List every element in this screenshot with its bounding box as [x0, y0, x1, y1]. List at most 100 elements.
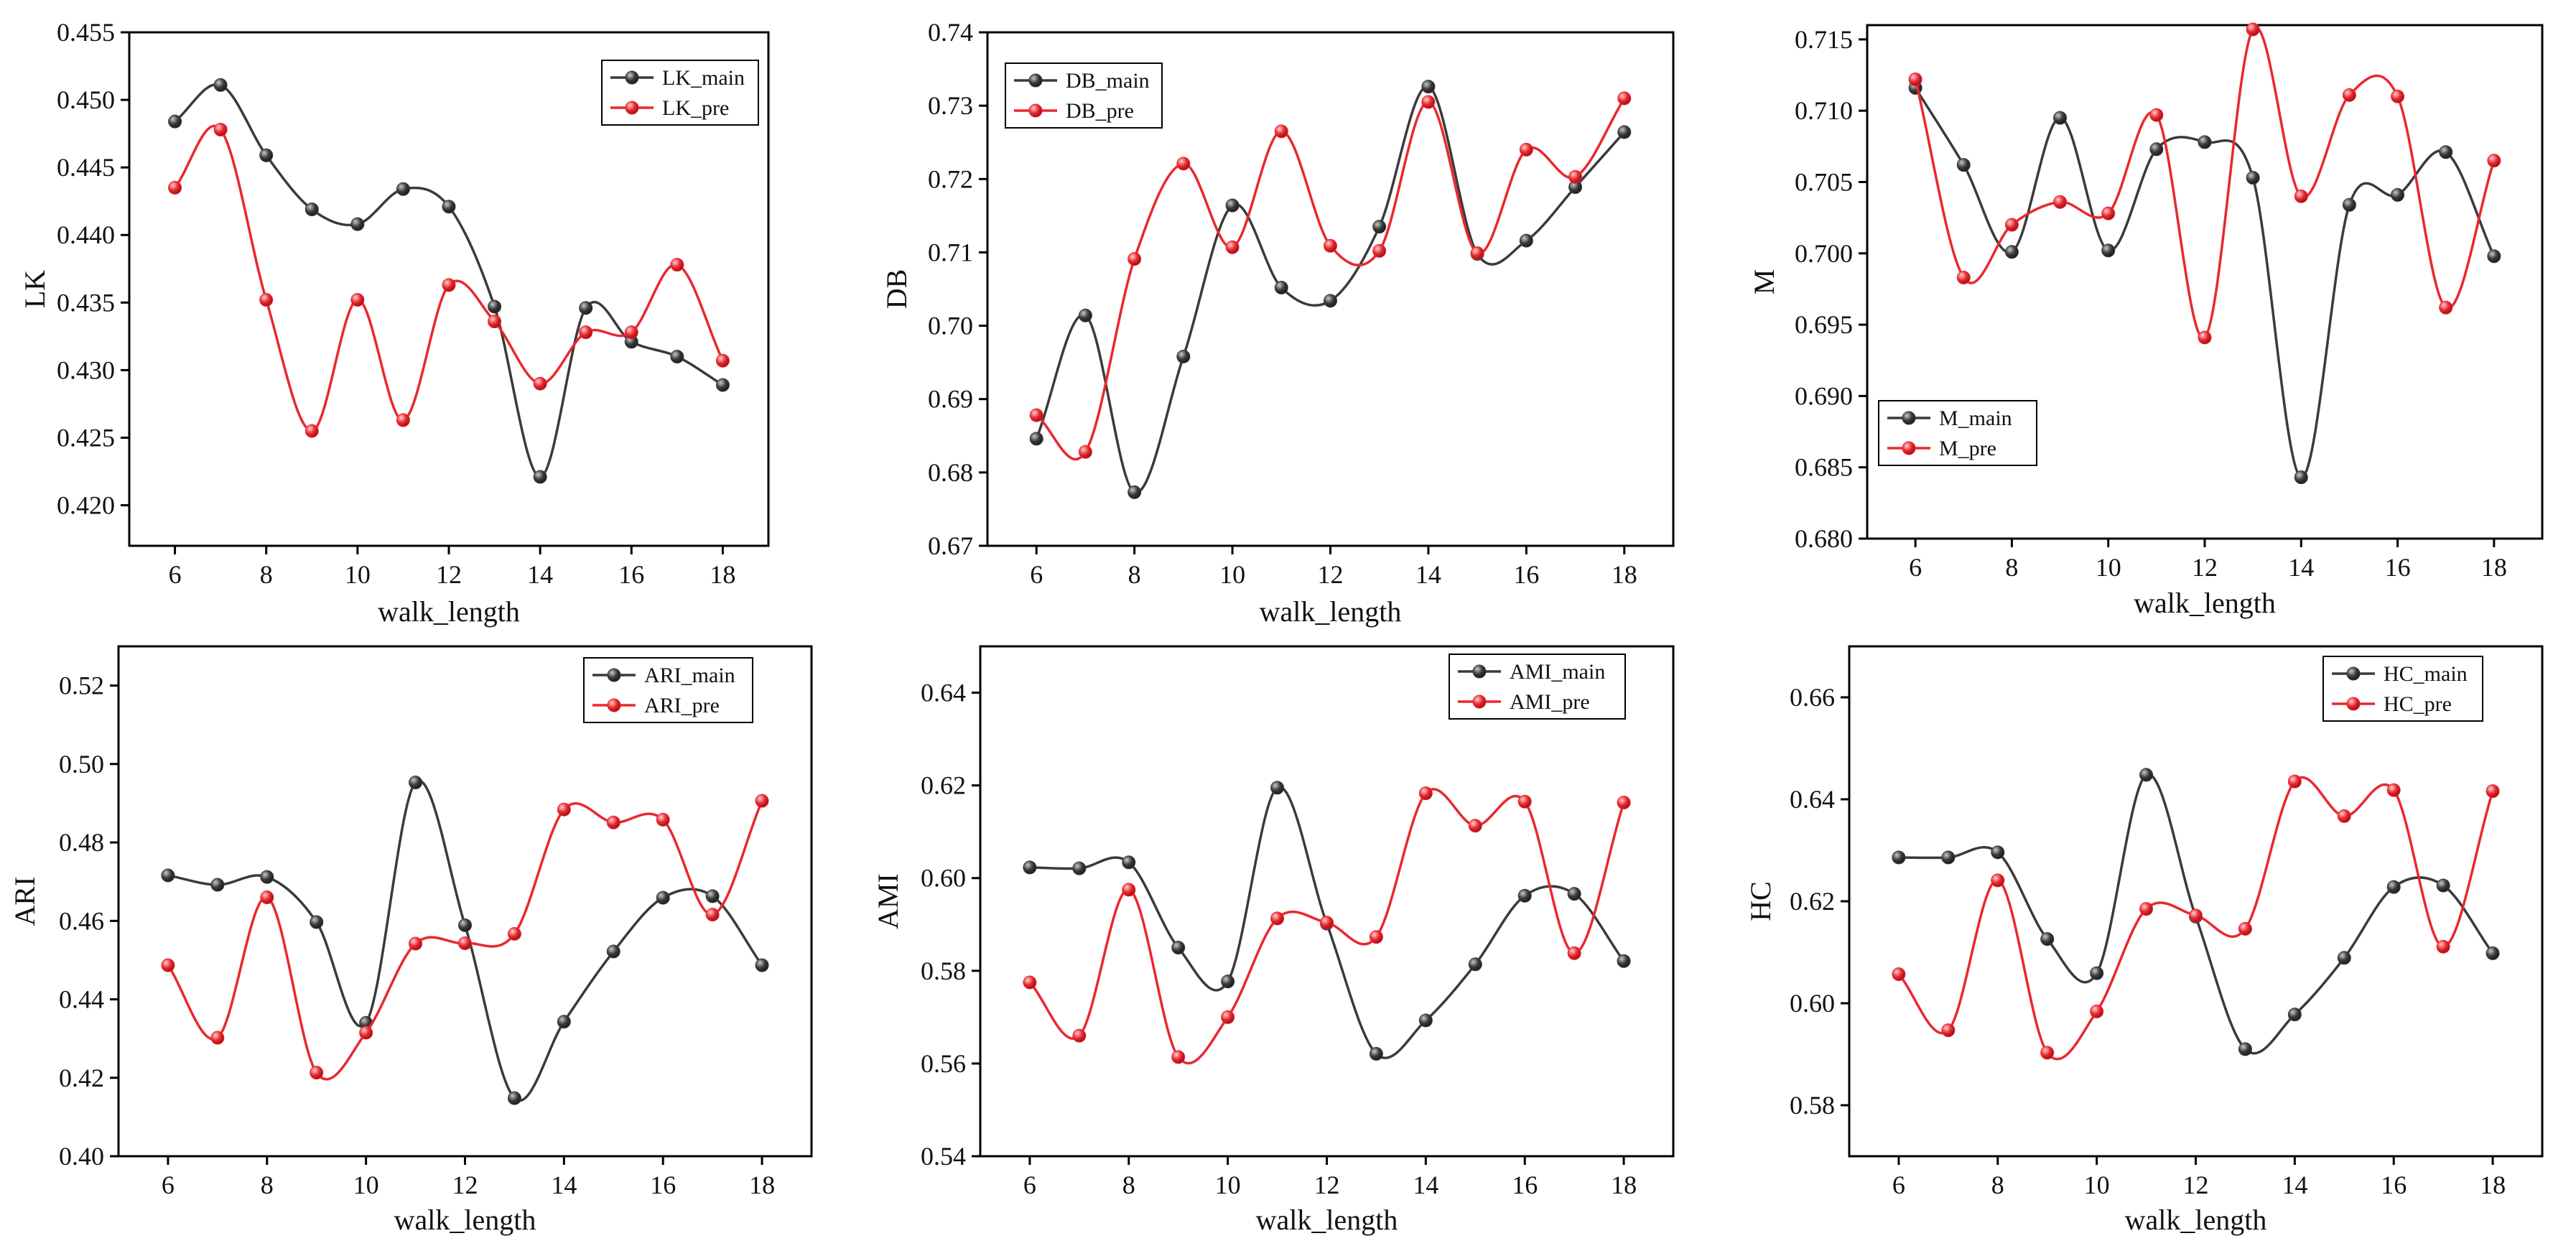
- legend: LK_main LK_pre: [601, 60, 759, 126]
- y-tick-label: 0.58: [921, 957, 966, 985]
- data-point-hc-main: [1941, 850, 1956, 865]
- legend-marker-main: [1902, 411, 1916, 425]
- data-point-lk-main: [168, 114, 182, 129]
- data-point-ami-main: [1369, 1046, 1383, 1061]
- x-tick-label: 16: [650, 1171, 676, 1199]
- data-point-ami-main: [1617, 954, 1631, 968]
- y-tick-label: 0.435: [57, 288, 115, 317]
- data-point-ami-pre: [1468, 819, 1482, 833]
- x-tick-label: 14: [2282, 1171, 2307, 1199]
- data-point-hc-main: [2040, 932, 2055, 947]
- legend-marker-main: [607, 668, 621, 682]
- data-point-hc-pre: [2139, 902, 2154, 916]
- legend-marker-pre: [1472, 694, 1487, 709]
- y-tick-label: 0.450: [57, 85, 115, 114]
- chart-panel-db: 6 8 10 12 14 16 18 0.67 0.68 0.69 0.70 0.71 0.72 0.73…: [880, 18, 1675, 628]
- data-point-db-pre: [1225, 240, 1240, 254]
- data-point-lk-main: [304, 202, 319, 216]
- data-point-m-main: [2004, 245, 2019, 259]
- chart-panel-m: 6 8 10 12 14 16 18 0.680 0.685 0.690 0.695 0.700 0.7…: [1748, 22, 2544, 619]
- y-tick-label: 0.710: [1795, 96, 1853, 125]
- data-point-hc-main: [2436, 878, 2450, 893]
- y-tick-label: 0.715: [1795, 25, 1853, 54]
- y-tick-label: 0.73: [928, 91, 973, 120]
- data-point-ami-pre: [1171, 1050, 1186, 1064]
- data-point-db-pre: [1324, 238, 1337, 253]
- series-line-db-main: [1035, 85, 1626, 494]
- data-point-ari-pre: [458, 936, 472, 950]
- data-point-m-main: [2101, 243, 2116, 258]
- y-tick-label: 0.50: [59, 750, 104, 778]
- x-tick-label: 16: [1513, 560, 1539, 589]
- data-point-ami-main: [1221, 975, 1235, 989]
- legend-label-main: M_main: [1939, 406, 2012, 430]
- x-axis-title: walk_length: [378, 595, 520, 628]
- series-line-ami-main: [1029, 786, 1625, 1059]
- data-point-m-pre: [2149, 108, 2164, 122]
- x-axis-title: walk_length: [2125, 1204, 2267, 1236]
- data-point-m-main: [2342, 197, 2356, 212]
- data-point-ari-pre: [359, 1026, 373, 1040]
- y-tick-label: 0.72: [928, 164, 973, 193]
- series-line-m-pre: [1914, 26, 2496, 340]
- data-point-lk-pre: [350, 293, 365, 307]
- data-point-m-main: [2391, 187, 2405, 202]
- legend: M_main M_pre: [1878, 400, 2037, 466]
- y-tick-label: 0.56: [921, 1049, 966, 1078]
- data-point-ari-main: [161, 868, 175, 883]
- x-tick-label: 12: [452, 1171, 478, 1199]
- data-point-lk-pre: [168, 180, 182, 195]
- data-point-ami-pre: [1418, 786, 1433, 801]
- y-tick-label: 0.695: [1795, 310, 1853, 339]
- y-tick-label: 0.420: [57, 491, 115, 520]
- x-tick-label: 6: [1023, 1171, 1036, 1199]
- data-point-ari-main: [458, 918, 472, 932]
- y-tick-label: 0.62: [921, 771, 966, 800]
- y-tick-label: 0.690: [1795, 381, 1853, 410]
- x-tick-label: 10: [2084, 1171, 2110, 1199]
- data-point-ari-pre: [210, 1031, 225, 1045]
- data-point-lk-pre: [442, 278, 456, 292]
- legend-marker-pre: [2346, 697, 2361, 711]
- data-point-db-main: [1078, 308, 1092, 322]
- data-point-ari-pre: [161, 958, 175, 972]
- y-tick-label: 0.64: [1790, 785, 1835, 814]
- series-line-ari-main: [167, 779, 763, 1102]
- data-point-lk-main: [396, 182, 410, 196]
- data-point-ami-pre: [1221, 1010, 1235, 1024]
- x-tick-label: 16: [2385, 553, 2411, 582]
- y-tick-label: 0.71: [928, 238, 973, 266]
- data-point-lk-pre: [670, 258, 684, 272]
- x-tick-label: 18: [2480, 1171, 2506, 1199]
- x-tick-label: 12: [1314, 1171, 1340, 1199]
- y-tick-label: 0.44: [59, 985, 104, 1014]
- x-tick-label: 12: [2192, 553, 2218, 582]
- x-tick-label: 12: [1318, 560, 1344, 589]
- data-point-db-pre: [1519, 142, 1533, 157]
- legend: DB_main DB_pre: [1005, 62, 1163, 129]
- legend: AMI_main AMI_pre: [1449, 654, 1626, 720]
- legend: HC_main HC_pre: [2322, 656, 2483, 722]
- x-tick-label: 16: [1512, 1171, 1538, 1199]
- y-tick-label: 0.680: [1795, 524, 1853, 553]
- data-point-m-main: [2439, 145, 2453, 159]
- y-tick-label: 0.40: [59, 1142, 104, 1171]
- data-point-db-main: [1617, 125, 1632, 139]
- legend-marker-pre: [625, 101, 639, 115]
- x-axis-title: walk_length: [1260, 595, 1402, 628]
- data-point-hc-pre: [2386, 783, 2401, 797]
- data-point-db-main: [1421, 80, 1436, 94]
- y-axis-title: HC: [1744, 881, 1777, 921]
- data-point-ari-main: [210, 878, 225, 892]
- data-point-ami-main: [1517, 888, 1532, 903]
- data-point-ari-main: [260, 870, 274, 884]
- legend-box: [601, 60, 759, 126]
- x-tick-label: 16: [618, 560, 644, 589]
- x-axis-title: walk_length: [394, 1204, 536, 1236]
- data-point-ami-pre: [1617, 796, 1631, 810]
- data-point-hc-pre: [2090, 1004, 2104, 1018]
- data-point-ari-pre: [705, 908, 720, 922]
- x-tick-label: 8: [2005, 553, 2018, 582]
- data-point-db-main: [1324, 294, 1337, 308]
